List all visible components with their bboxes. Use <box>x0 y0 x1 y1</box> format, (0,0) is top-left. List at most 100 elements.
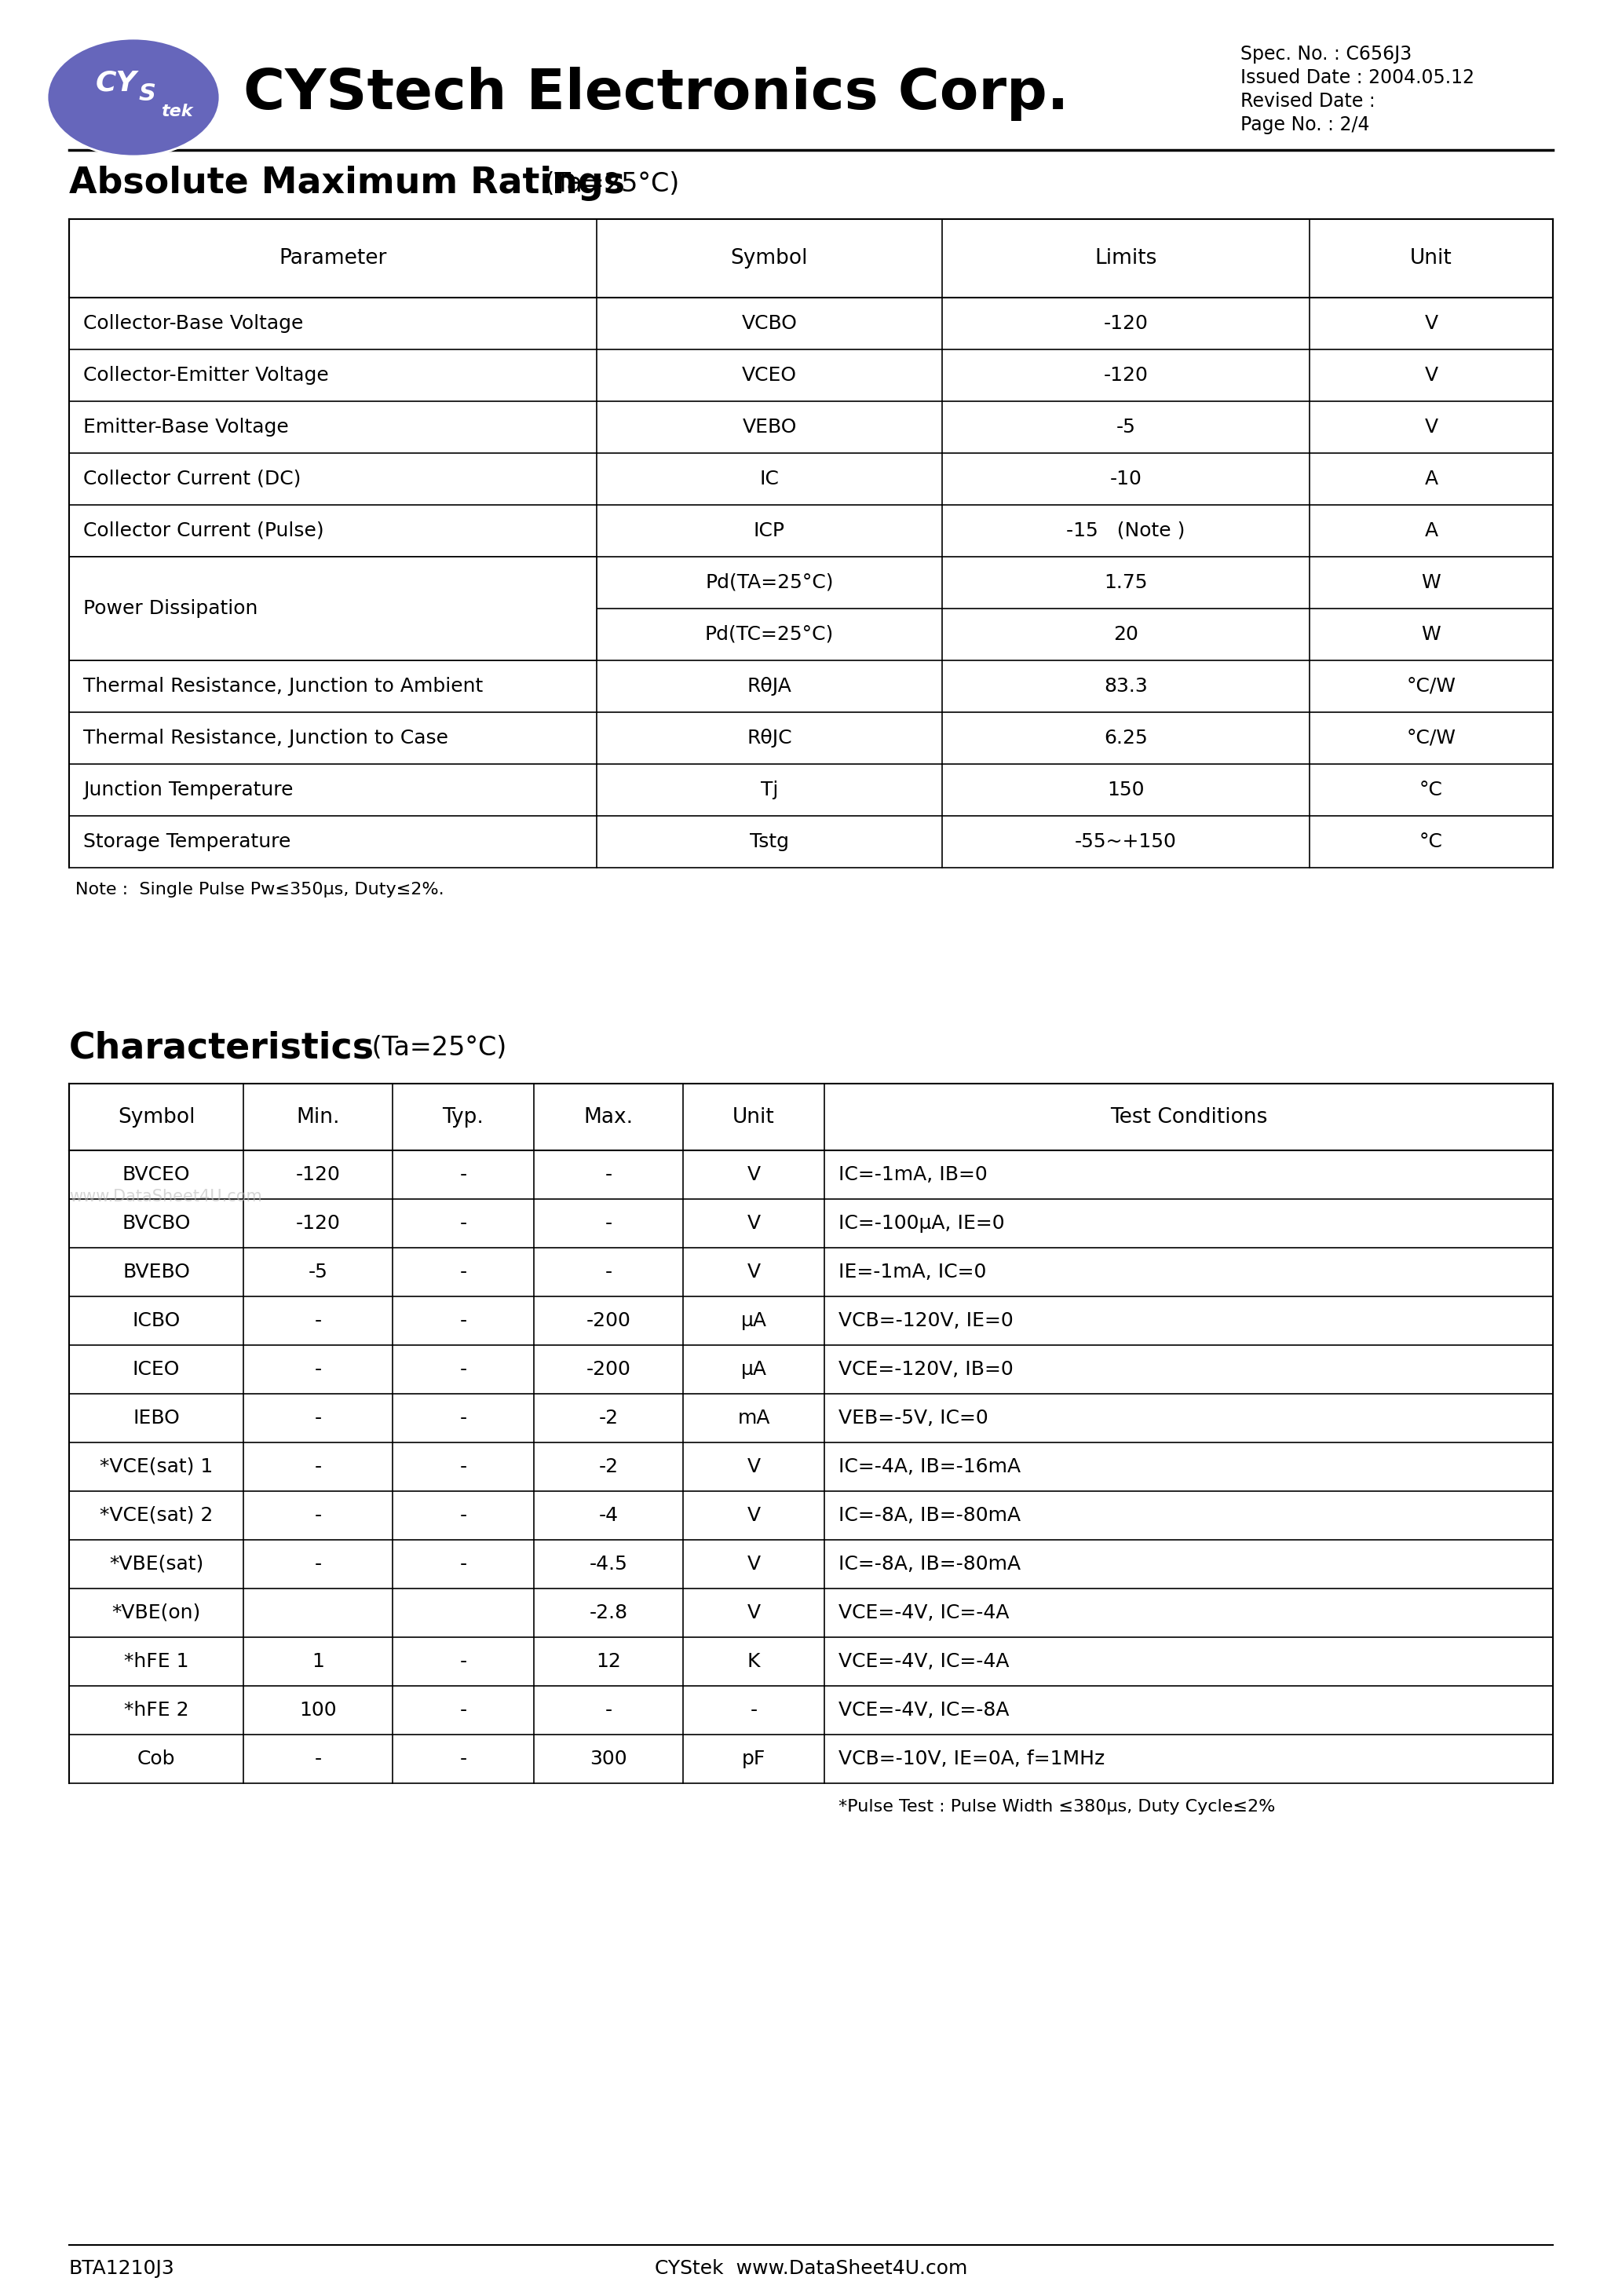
Text: Test Conditions: Test Conditions <box>1109 1107 1267 1127</box>
Text: Min.: Min. <box>297 1107 339 1127</box>
Text: -2: -2 <box>599 1410 618 1428</box>
Text: (Ta=25°C): (Ta=25°C) <box>537 170 680 197</box>
Text: *VCE(sat) 2: *VCE(sat) 2 <box>99 1506 212 1525</box>
Text: www.DataSheet4U.com: www.DataSheet4U.com <box>70 1189 263 1205</box>
Text: BVCEO: BVCEO <box>122 1166 190 1185</box>
Text: -: - <box>459 1359 467 1380</box>
Text: -4.5: -4.5 <box>589 1554 628 1573</box>
Text: -5: -5 <box>308 1263 328 1281</box>
Text: °C/W: °C/W <box>1406 677 1457 696</box>
Text: Page No. : 2/4: Page No. : 2/4 <box>1241 115 1369 133</box>
Text: μA: μA <box>741 1311 767 1329</box>
Text: -2.8: -2.8 <box>589 1603 628 1623</box>
Text: Storage Temperature: Storage Temperature <box>83 833 290 852</box>
Text: -120: -120 <box>1103 315 1148 333</box>
Text: VCEO: VCEO <box>741 365 796 386</box>
Text: V: V <box>748 1166 761 1185</box>
Text: RθJC: RθJC <box>746 728 792 748</box>
Text: VEBO: VEBO <box>743 418 796 436</box>
Text: 100: 100 <box>300 1701 337 1720</box>
Text: IC=-1mA, IB=0: IC=-1mA, IB=0 <box>839 1166 988 1185</box>
Text: Unit: Unit <box>1410 248 1452 269</box>
Text: BVEBO: BVEBO <box>123 1263 190 1281</box>
Text: VCE=-4V, IC=-4A: VCE=-4V, IC=-4A <box>839 1603 1009 1623</box>
Text: V: V <box>1424 418 1439 436</box>
Text: pF: pF <box>741 1750 766 1768</box>
Text: -: - <box>315 1750 321 1768</box>
Text: *Pulse Test : Pulse Width ≤380μs, Duty Cycle≤2%: *Pulse Test : Pulse Width ≤380μs, Duty C… <box>839 1800 1275 1814</box>
Text: IC=-8A, IB=-80mA: IC=-8A, IB=-80mA <box>839 1554 1020 1573</box>
Text: Power Dissipation: Power Dissipation <box>83 599 258 618</box>
Text: Revised Date :: Revised Date : <box>1241 92 1375 110</box>
Text: 6.25: 6.25 <box>1105 728 1148 748</box>
Text: ICP: ICP <box>754 521 785 540</box>
Text: -15   (Note ): -15 (Note ) <box>1066 521 1186 540</box>
Text: Absolute Maximum Ratings: Absolute Maximum Ratings <box>70 165 624 202</box>
Text: -: - <box>315 1359 321 1380</box>
Text: Tstg: Tstg <box>749 833 788 852</box>
Text: K: K <box>748 1653 761 1671</box>
Text: VCE=-4V, IC=-8A: VCE=-4V, IC=-8A <box>839 1701 1009 1720</box>
Text: IE=-1mA, IC=0: IE=-1mA, IC=0 <box>839 1263 986 1281</box>
Text: -2: -2 <box>599 1458 618 1476</box>
Text: -: - <box>315 1506 321 1525</box>
Text: (Ta=25°C): (Ta=25°C) <box>363 1035 506 1061</box>
Text: RθJA: RθJA <box>748 677 792 696</box>
Text: IC=-8A, IB=-80mA: IC=-8A, IB=-80mA <box>839 1506 1020 1525</box>
Text: W: W <box>1421 574 1440 592</box>
Text: Thermal Resistance, Junction to Case: Thermal Resistance, Junction to Case <box>83 728 448 748</box>
Text: Characteristics: Characteristics <box>70 1031 375 1065</box>
Text: °C: °C <box>1419 781 1444 799</box>
Text: Collector Current (Pulse): Collector Current (Pulse) <box>83 521 324 540</box>
Text: *VBE(sat): *VBE(sat) <box>109 1554 203 1573</box>
Text: -: - <box>605 1215 611 1233</box>
Text: μA: μA <box>741 1359 767 1380</box>
Text: V: V <box>748 1603 761 1623</box>
Text: CY: CY <box>96 69 136 96</box>
Text: Junction Temperature: Junction Temperature <box>83 781 294 799</box>
Text: VCBO: VCBO <box>741 315 796 333</box>
Text: Limits: Limits <box>1095 248 1156 269</box>
Text: Cob: Cob <box>138 1750 175 1768</box>
Text: IC=-4A, IB=-16mA: IC=-4A, IB=-16mA <box>839 1458 1020 1476</box>
Text: 83.3: 83.3 <box>1105 677 1148 696</box>
Text: -: - <box>315 1554 321 1573</box>
Text: -: - <box>605 1166 611 1185</box>
Text: *hFE 1: *hFE 1 <box>123 1653 188 1671</box>
Text: -200: -200 <box>586 1359 631 1380</box>
Text: -: - <box>459 1506 467 1525</box>
Text: IEBO: IEBO <box>133 1410 180 1428</box>
Text: Typ.: Typ. <box>443 1107 483 1127</box>
Text: -: - <box>459 1554 467 1573</box>
Text: Pd(TA=25°C): Pd(TA=25°C) <box>706 574 834 592</box>
Text: -: - <box>459 1215 467 1233</box>
Text: VCB=-120V, IE=0: VCB=-120V, IE=0 <box>839 1311 1014 1329</box>
Text: CYStek  www.DataSheet4U.com: CYStek www.DataSheet4U.com <box>655 2259 967 2278</box>
Text: °C: °C <box>1419 833 1444 852</box>
Text: 12: 12 <box>595 1653 621 1671</box>
Text: IC=-100μA, IE=0: IC=-100μA, IE=0 <box>839 1215 1004 1233</box>
Text: Issued Date : 2004.05.12: Issued Date : 2004.05.12 <box>1241 69 1474 87</box>
Text: ICEO: ICEO <box>133 1359 180 1380</box>
Text: tek: tek <box>161 103 193 119</box>
Text: V: V <box>748 1506 761 1525</box>
Text: -120: -120 <box>295 1215 341 1233</box>
Text: 1.75: 1.75 <box>1105 574 1148 592</box>
Text: -: - <box>605 1263 611 1281</box>
Text: -: - <box>459 1701 467 1720</box>
Text: 150: 150 <box>1108 781 1145 799</box>
Text: BVCBO: BVCBO <box>122 1215 190 1233</box>
Text: -10: -10 <box>1109 471 1142 489</box>
Bar <box>70 556 597 661</box>
Text: V: V <box>748 1554 761 1573</box>
Text: V: V <box>748 1215 761 1233</box>
Text: Collector-Base Voltage: Collector-Base Voltage <box>83 315 303 333</box>
Text: Tj: Tj <box>761 781 779 799</box>
Text: 300: 300 <box>590 1750 628 1768</box>
Text: Note :  Single Pulse Pw≤350μs, Duty≤2%.: Note : Single Pulse Pw≤350μs, Duty≤2%. <box>75 882 444 898</box>
Text: -: - <box>459 1311 467 1329</box>
Text: -: - <box>749 1701 757 1720</box>
Text: -120: -120 <box>1103 365 1148 386</box>
Text: -: - <box>459 1458 467 1476</box>
Text: 1: 1 <box>311 1653 324 1671</box>
